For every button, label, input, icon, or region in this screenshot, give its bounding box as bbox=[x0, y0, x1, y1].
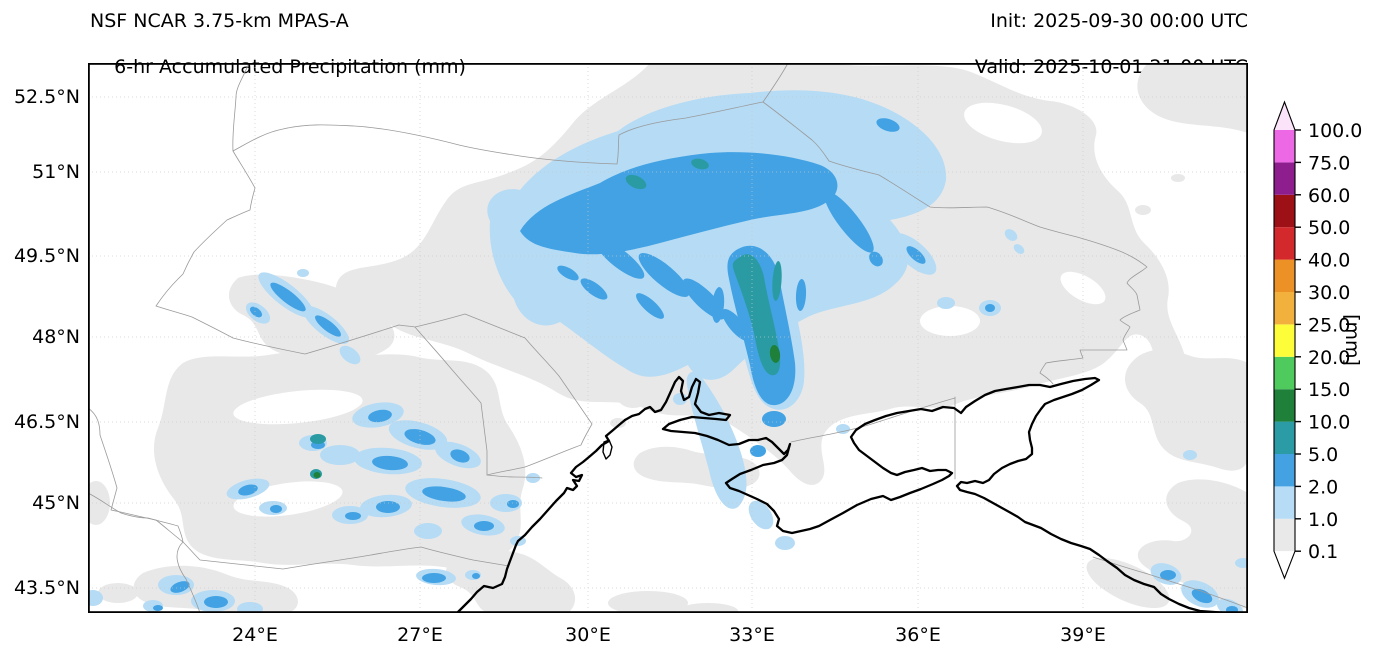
precip-intense-layer bbox=[313, 345, 781, 478]
colorbar-segment bbox=[1274, 421, 1295, 454]
x-tick-label: 33°E bbox=[729, 624, 775, 646]
colorbar-segment bbox=[1274, 194, 1295, 228]
graticule bbox=[88, 63, 1248, 613]
y-tick-label: 46.5°N bbox=[13, 411, 80, 433]
colorbar-tick-label: 25.0 bbox=[1308, 314, 1350, 336]
title-line-1: NSF NCAR 3.75-km MPAS-A bbox=[90, 10, 349, 32]
colorbar-segment bbox=[1274, 324, 1295, 357]
title-line-2: 6-hr Accumulated Precipitation (mm) bbox=[114, 56, 466, 78]
y-tick-label: 51°N bbox=[32, 161, 80, 183]
colorbar-tick-label: 1.0 bbox=[1308, 509, 1338, 531]
y-tick-label: 49.5°N bbox=[13, 245, 80, 267]
x-tick-label: 27°E bbox=[397, 624, 443, 646]
colorbar-tick-label: 20.0 bbox=[1308, 347, 1350, 369]
init-time: Init: 2025-09-30 00:00 UTC bbox=[990, 10, 1248, 32]
colorbar-tick-label: 60.0 bbox=[1308, 185, 1350, 207]
map-canvas bbox=[88, 63, 1248, 613]
colorbar-unit-label: [mm] bbox=[1341, 314, 1363, 366]
colorbar-segment bbox=[1274, 162, 1295, 195]
coastline bbox=[455, 375, 1230, 613]
colorbar-svg: 0.1 1.0 2.0 5.0 10.0 15.0 20.0 25.0 30.0 40.0 50.0… bbox=[1273, 100, 1362, 580]
colorbar-segment bbox=[1274, 130, 1295, 163]
colorbar-segment bbox=[1274, 227, 1295, 260]
colorbar-segment bbox=[1274, 259, 1295, 292]
x-tick-label: 36°E bbox=[895, 624, 941, 646]
y-tick-label: 48°N bbox=[32, 326, 80, 348]
colorbar-segment bbox=[1274, 454, 1295, 487]
y-tick-label: 52.5°N bbox=[13, 86, 80, 108]
colorbar-tick-label: 100.0 bbox=[1308, 120, 1362, 142]
colorbar-tick-label: 30.0 bbox=[1308, 282, 1350, 304]
colorbar-tick-label: 0.1 bbox=[1308, 541, 1338, 563]
colorbar-under-arrow bbox=[1274, 551, 1295, 579]
country-borders bbox=[88, 63, 1248, 613]
y-tick-label: 45°N bbox=[32, 492, 80, 514]
colorbar-segment bbox=[1274, 292, 1295, 325]
map-frame-border bbox=[88, 63, 1248, 613]
colorbar: 0.1 1.0 2.0 5.0 10.0 15.0 20.0 25.0 30.0 40.0 50.0… bbox=[1260, 88, 1396, 618]
colorbar-segment bbox=[1274, 389, 1295, 422]
colorbar-segment bbox=[1274, 518, 1295, 552]
colorbar-tick-label: 5.0 bbox=[1308, 444, 1338, 466]
colorbar-segment bbox=[1274, 356, 1295, 390]
colorbar-tick-label: 15.0 bbox=[1308, 379, 1350, 401]
map-svg bbox=[88, 63, 1248, 613]
colorbar-tick-label: 2.0 bbox=[1308, 476, 1338, 498]
figure-title: NSF NCAR 3.75-km MPAS-A 6-hr Accumulated… bbox=[90, 10, 466, 79]
colorbar-tick-label: 40.0 bbox=[1308, 250, 1350, 272]
colorbar-over-arrow bbox=[1274, 102, 1295, 130]
x-tick-label: 39°E bbox=[1060, 624, 1106, 646]
colorbar-tick-label: 75.0 bbox=[1308, 152, 1350, 174]
colorbar-tick-label: 10.0 bbox=[1308, 412, 1350, 434]
x-tick-label: 24°E bbox=[232, 624, 278, 646]
colorbar-tick-label: 50.0 bbox=[1308, 217, 1350, 239]
x-tick-label: 30°E bbox=[565, 624, 611, 646]
precip-heavy-layer bbox=[310, 158, 782, 479]
colorbar-segment bbox=[1274, 486, 1295, 519]
y-tick-label: 43.5°N bbox=[13, 577, 80, 599]
